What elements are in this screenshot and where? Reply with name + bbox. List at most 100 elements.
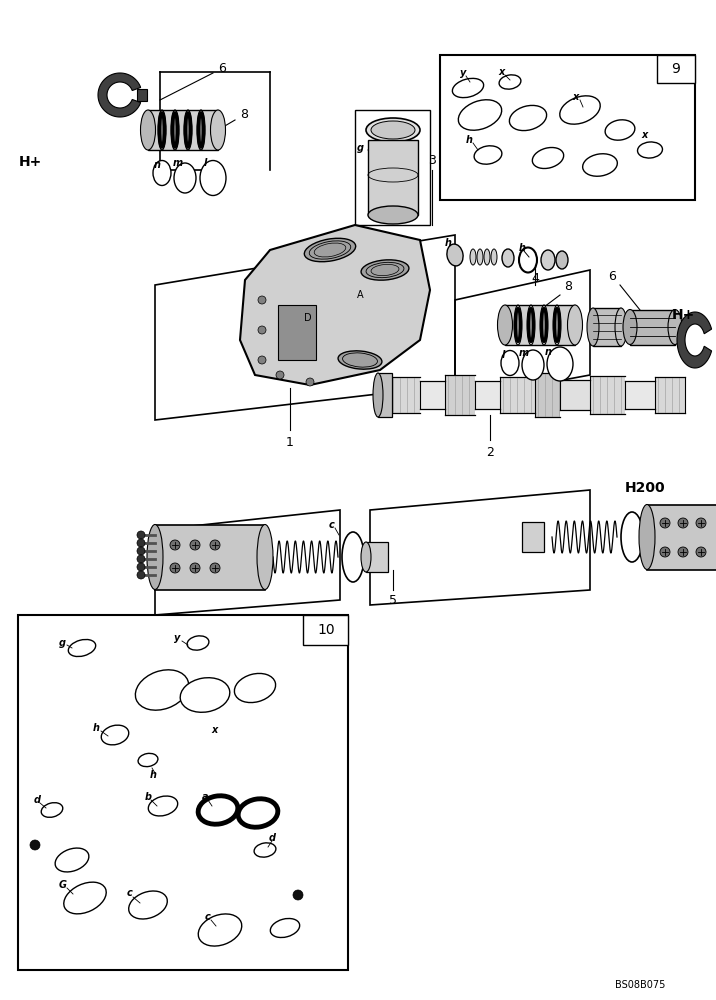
Text: b: b — [145, 792, 152, 802]
Ellipse shape — [258, 296, 266, 304]
Text: 9: 9 — [672, 62, 680, 76]
Ellipse shape — [366, 118, 420, 142]
Text: x: x — [212, 725, 218, 735]
Text: c: c — [329, 520, 335, 530]
Ellipse shape — [587, 308, 599, 346]
Ellipse shape — [68, 639, 96, 657]
Bar — [303, 615, 348, 645]
Ellipse shape — [678, 547, 688, 557]
Ellipse shape — [368, 206, 418, 224]
Text: 6: 6 — [218, 62, 226, 75]
Ellipse shape — [696, 547, 706, 557]
Ellipse shape — [668, 310, 682, 344]
Ellipse shape — [173, 113, 178, 147]
Ellipse shape — [678, 518, 688, 528]
Ellipse shape — [187, 636, 209, 650]
Text: x: x — [499, 67, 505, 77]
Ellipse shape — [499, 75, 521, 89]
Ellipse shape — [64, 882, 106, 914]
Text: 2: 2 — [486, 446, 494, 458]
Ellipse shape — [509, 105, 546, 131]
Ellipse shape — [190, 540, 200, 550]
Ellipse shape — [484, 249, 490, 265]
Ellipse shape — [541, 308, 546, 342]
Ellipse shape — [522, 350, 544, 380]
Ellipse shape — [373, 373, 383, 417]
Text: D: D — [304, 313, 311, 323]
Ellipse shape — [137, 531, 145, 539]
Bar — [18, 615, 348, 970]
Polygon shape — [98, 73, 140, 117]
Text: h: h — [518, 243, 526, 253]
Ellipse shape — [528, 308, 533, 342]
Ellipse shape — [198, 113, 203, 147]
Bar — [630, 310, 675, 345]
Ellipse shape — [170, 563, 180, 573]
Text: y: y — [460, 68, 466, 78]
Bar — [148, 110, 218, 150]
Text: 10: 10 — [317, 623, 335, 637]
Ellipse shape — [583, 154, 617, 176]
Ellipse shape — [135, 670, 188, 710]
Ellipse shape — [137, 563, 145, 571]
Bar — [590, 376, 625, 414]
Text: 4: 4 — [531, 271, 539, 284]
Ellipse shape — [185, 113, 190, 147]
Polygon shape — [677, 312, 712, 368]
Ellipse shape — [342, 532, 364, 582]
Ellipse shape — [137, 571, 145, 579]
Polygon shape — [240, 225, 430, 385]
Text: x: x — [642, 130, 648, 140]
Bar — [500, 377, 535, 413]
Ellipse shape — [547, 347, 573, 381]
Ellipse shape — [304, 238, 356, 262]
Ellipse shape — [101, 725, 129, 745]
Bar — [593, 308, 621, 346]
Text: g: g — [59, 638, 65, 648]
Ellipse shape — [254, 843, 276, 857]
Ellipse shape — [474, 146, 502, 164]
Text: 8: 8 — [564, 280, 572, 294]
Ellipse shape — [639, 504, 655, 570]
Text: H200: H200 — [624, 481, 665, 495]
Ellipse shape — [568, 305, 583, 345]
Ellipse shape — [30, 840, 40, 850]
Text: 8: 8 — [240, 108, 248, 121]
Ellipse shape — [180, 678, 230, 712]
Text: n: n — [544, 347, 551, 357]
Bar — [505, 305, 575, 345]
Text: 6: 6 — [608, 270, 616, 284]
Ellipse shape — [516, 308, 521, 342]
Ellipse shape — [501, 351, 519, 375]
Ellipse shape — [271, 918, 300, 938]
Text: a: a — [202, 792, 208, 802]
Bar — [155, 525, 265, 590]
Ellipse shape — [458, 100, 502, 130]
Ellipse shape — [174, 163, 196, 193]
Ellipse shape — [696, 518, 706, 528]
Bar — [420, 381, 445, 409]
Ellipse shape — [605, 120, 635, 140]
Ellipse shape — [198, 914, 242, 946]
Bar — [535, 373, 560, 417]
Text: l: l — [501, 350, 505, 360]
Ellipse shape — [502, 249, 514, 267]
Ellipse shape — [200, 160, 226, 196]
Text: n: n — [153, 160, 160, 170]
Text: g: g — [357, 143, 364, 153]
Text: h: h — [465, 135, 473, 145]
Ellipse shape — [491, 249, 497, 265]
Ellipse shape — [660, 518, 670, 528]
Ellipse shape — [623, 310, 637, 344]
Ellipse shape — [170, 540, 180, 550]
Bar — [445, 375, 475, 415]
Text: d: d — [268, 833, 276, 843]
Bar — [378, 373, 392, 417]
Text: l: l — [203, 158, 207, 168]
Bar — [655, 377, 685, 413]
Ellipse shape — [137, 555, 145, 563]
Ellipse shape — [210, 540, 220, 550]
Ellipse shape — [621, 512, 643, 562]
Text: x: x — [573, 92, 579, 102]
Ellipse shape — [306, 378, 314, 386]
